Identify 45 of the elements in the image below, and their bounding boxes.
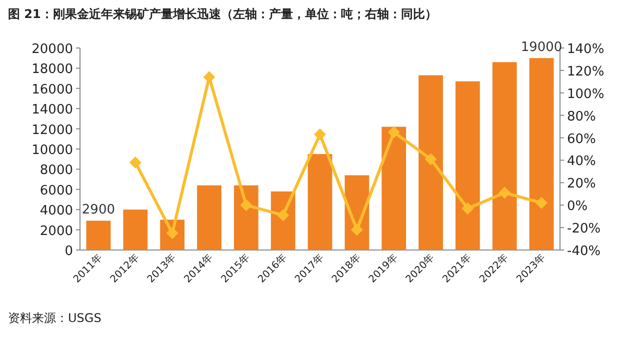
bar xyxy=(529,58,554,250)
y-tick-label: 10000 xyxy=(32,143,73,158)
y-tick-label: 8000 xyxy=(40,163,73,178)
bar xyxy=(86,220,111,250)
point xyxy=(388,126,400,138)
point xyxy=(536,196,548,209)
point xyxy=(129,156,142,168)
y-tick-label: 20000 xyxy=(32,42,73,57)
point xyxy=(240,199,252,212)
y-tick-label: 4000 xyxy=(40,204,73,219)
chart-title: 图 21：刚果金近年来锡矿产量增长迅速（左轴：产量，单位：吨；右轴：同比） xyxy=(8,7,437,21)
y-tick-label: 18000 xyxy=(32,62,73,78)
y2-tick-label: 120% xyxy=(567,64,604,80)
bar xyxy=(382,126,406,250)
bar xyxy=(456,81,480,250)
point xyxy=(277,209,290,222)
bar xyxy=(234,185,258,250)
point xyxy=(498,186,511,199)
y2-tick-label: 20% xyxy=(567,176,596,192)
y2-tick-label: 0% xyxy=(567,199,588,214)
bar xyxy=(492,62,517,250)
y2-tick-label: 100% xyxy=(567,86,604,102)
bar xyxy=(308,154,332,250)
y-tick-label: 2000 xyxy=(40,224,73,239)
point xyxy=(462,202,474,214)
point xyxy=(350,224,363,236)
y-tick-label: 0 xyxy=(64,244,73,259)
y2-tick-label: 40% xyxy=(567,154,596,170)
data-label: 19000 xyxy=(520,40,562,56)
y2-tick-label: 140% xyxy=(567,42,604,57)
y-tick-label: 14000 xyxy=(32,102,73,118)
bar xyxy=(197,185,222,250)
bar xyxy=(418,75,443,250)
y2-tick-label: 60% xyxy=(567,132,596,147)
y-tick-label: 16000 xyxy=(32,82,73,98)
y2-tick-label: 80% xyxy=(567,109,596,124)
point xyxy=(424,153,437,166)
data-label: 2900 xyxy=(82,202,116,218)
y2-tick-label: -20% xyxy=(567,222,601,237)
y2-tick-label: -40% xyxy=(567,244,601,259)
bar xyxy=(123,210,148,250)
text: 资料来源：USGS xyxy=(8,311,102,325)
point xyxy=(314,128,326,140)
y-tick-label: 12000 xyxy=(32,122,73,138)
y-tick-label: 6000 xyxy=(40,183,73,198)
